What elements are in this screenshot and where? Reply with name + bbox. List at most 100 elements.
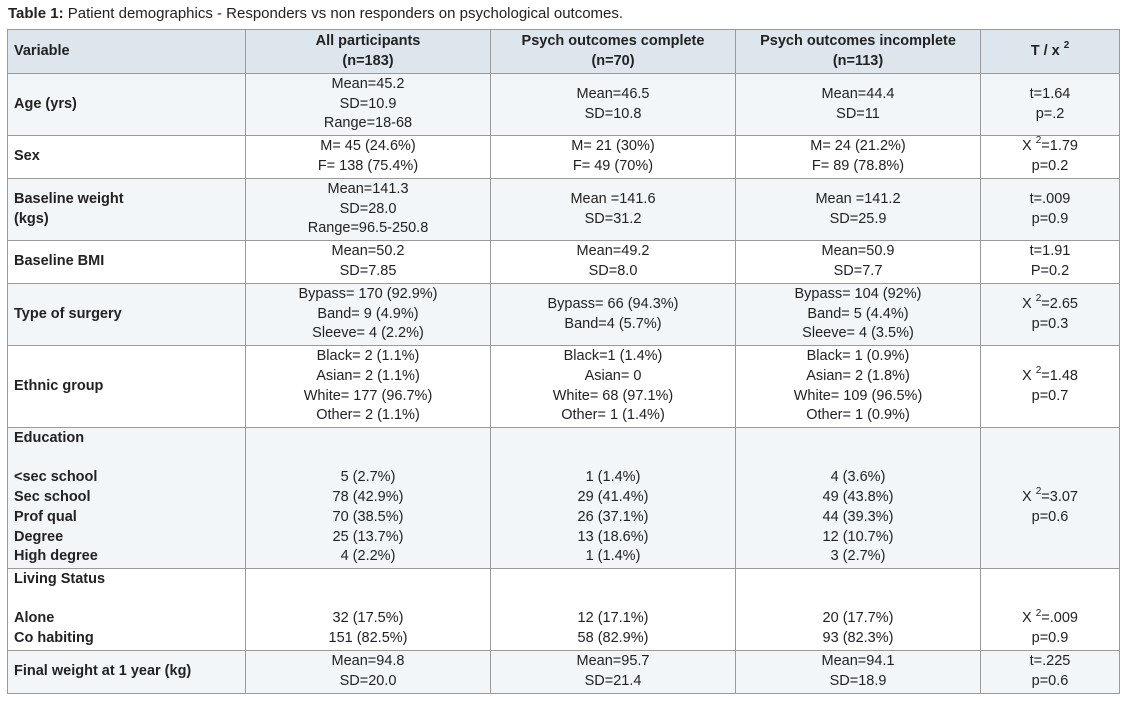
cell-line: Mean=95.7 — [576, 653, 650, 670]
cell-line: p=0.2 — [1031, 158, 1069, 174]
header-psych-complete: Psych outcomes complete (n=70) — [490, 29, 736, 74]
cell-line — [987, 429, 1113, 449]
cell-line: p=0.9 — [1031, 630, 1069, 647]
cell-line: Mean=44.4 — [821, 85, 895, 102]
cell-line: Bypass= 66 (94.3%) — [547, 295, 679, 312]
table-row: Baseline weight (kgs) Mean=141.3 SD=28.0 Ran… — [7, 178, 1120, 241]
cell-line: Asian= 2 (1.8%) — [806, 367, 910, 384]
cell-psych-complete: Mean=46.5 SD=10.8 — [490, 73, 736, 136]
cell-line — [987, 590, 1113, 610]
cell-psych-incomplete: Mean=44.4 SD=11 — [735, 73, 981, 136]
table-body: Age (yrs) Mean=45.2 SD=10.9 Range=18-68 Mean… — [7, 73, 1120, 694]
header-line: Psych outcomes incomplete — [760, 32, 956, 49]
cell-line: p=0.6 — [1031, 508, 1069, 525]
cell-line: 58 (82.9%) — [577, 630, 649, 647]
cell-psych-complete: Mean =141.6 SD=31.2 — [490, 178, 736, 241]
cell-psych-incomplete: 20 (17.7%) 93 (82.3%) — [735, 568, 981, 651]
cell-line — [742, 590, 974, 610]
cell-line — [742, 570, 974, 590]
table-row: Baseline BMI Mean=50.2 SD=7.85 Mean=49.2 SD=… — [7, 240, 1120, 284]
header-variable: Variable — [7, 29, 246, 74]
cell-line: p=0.7 — [1031, 387, 1069, 404]
cell-line: SD=7.85 — [339, 263, 397, 279]
cell-line: 49 (43.8%) — [822, 489, 894, 506]
cell-psych-incomplete: Mean=94.1 SD=18.9 — [735, 650, 981, 694]
cell-line: F= 49 (70%) — [572, 158, 654, 174]
cell-line — [742, 429, 974, 449]
cell-line: SD=25.9 — [829, 210, 887, 227]
cell-line — [252, 449, 484, 469]
cell-line: Final weight at 1 year (kg) — [14, 663, 192, 680]
cell-line — [987, 449, 1113, 469]
cell-line: SD=7.7 — [833, 263, 883, 279]
cell-line: p=0.6 — [1031, 673, 1069, 689]
cell-line: SD=21.4 — [584, 673, 642, 689]
cell-line: White= 68 (97.1%) — [552, 387, 674, 404]
cell-line: t=1.91 — [1029, 243, 1071, 260]
caption-label: Table 1: — [8, 5, 64, 22]
cell-line: X 2=1.79 — [1022, 135, 1078, 155]
cell-line: M= 21 (30%) — [571, 138, 655, 155]
cell-line: t=1.64 — [1029, 85, 1071, 102]
cell-line: Range=18-68 — [323, 115, 413, 132]
cell-psych-incomplete: Mean =141.2 SD=25.9 — [735, 178, 981, 241]
cell-psych-complete: Bypass= 66 (94.3%) Band=4 (5.7%) — [490, 283, 736, 346]
cell-variable: Living Status Alone Co habiting — [7, 568, 246, 651]
header-line: Psych outcomes complete — [521, 32, 705, 49]
cell-line: p=.2 — [1035, 105, 1065, 122]
cell-line: 44 (39.3%) — [822, 508, 894, 525]
cell-line — [14, 590, 239, 610]
cell-line: Alone — [14, 610, 55, 627]
cell-line: X 2=1.48 — [1022, 364, 1078, 384]
cell-line: SD=10.9 — [339, 95, 397, 112]
cell-psych-complete: Mean=95.7 SD=21.4 — [490, 650, 736, 694]
cell-line: P=0.2 — [1030, 263, 1070, 279]
cell-line: 3 (2.7%) — [830, 548, 886, 565]
cell-psych-complete: M= 21 (30%) F= 49 (70%) — [490, 135, 736, 179]
cell-psych-complete: 12 (17.1%) 58 (82.9%) — [490, 568, 736, 651]
cell-variable: Final weight at 1 year (kg) — [7, 650, 246, 694]
cell-line: X 2=3.07 — [1022, 486, 1078, 506]
cell-all-participants: Mean=141.3 SD=28.0 Range=96.5-250.8 — [245, 178, 491, 241]
cell-line: Other= 1 (1.4%) — [561, 407, 665, 424]
cell-line: F= 138 (75.4%) — [317, 158, 419, 174]
cell-test-statistic: t=1.64 p=.2 — [980, 73, 1120, 136]
table-row: Age (yrs) Mean=45.2 SD=10.9 Range=18-68 Mean… — [7, 73, 1120, 136]
header-row: Variable All participants (n=183) Psych … — [7, 29, 1120, 74]
cell-line: Band= 9 (4.9%) — [317, 305, 419, 322]
cell-line: Mean=50.2 — [331, 243, 405, 260]
cell-test-statistic: t=.009 p=0.9 — [980, 178, 1120, 241]
cell-line: Mean=46.5 — [576, 85, 650, 102]
cell-line — [987, 528, 1113, 548]
cell-line — [987, 547, 1113, 567]
cell-line: Education — [14, 430, 85, 447]
cell-psych-complete: Mean=49.2 SD=8.0 — [490, 240, 736, 284]
cell-line: 1 (1.4%) — [585, 469, 641, 486]
header-line: (n=183) — [342, 52, 394, 69]
cell-psych-incomplete: 4 (3.6%) 49 (43.8%) 44 (39.3%) 12 (10.7%) 3 … — [735, 427, 981, 569]
cell-line: Sleeve= 4 (2.2%) — [312, 325, 424, 342]
cell-line: Black= 1 (0.9%) — [806, 348, 910, 365]
cell-test-statistic: X 2=1.48 p=0.7 — [980, 345, 1120, 428]
table-row: Final weight at 1 year (kg) Mean=94.8 SD=2… — [7, 650, 1120, 694]
cell-all-participants: M= 45 (24.6%) F= 138 (75.4%) — [245, 135, 491, 179]
cell-psych-complete: 1 (1.4%) 29 (41.4%) 26 (37.1%) 13 (18.6%) 1 … — [490, 427, 736, 569]
cell-line: SD=11 — [836, 105, 880, 122]
cell-line: Co habiting — [14, 630, 94, 647]
cell-line — [252, 590, 484, 610]
cell-psych-complete: Black=1 (1.4%) Asian= 0 White= 68 (97.1%) O… — [490, 345, 736, 428]
cell-line: Mean=94.8 — [331, 653, 405, 670]
cell-line: M= 45 (24.6%) — [320, 138, 416, 155]
cell-line: 5 (2.7%) — [340, 469, 396, 486]
cell-variable: Baseline BMI — [7, 240, 246, 284]
cell-psych-incomplete: Mean=50.9 SD=7.7 — [735, 240, 981, 284]
cell-line: Mean=94.1 — [821, 653, 895, 670]
cell-line: SD=28.0 — [339, 200, 397, 217]
cell-line: Band=4 (5.7%) — [564, 315, 662, 332]
cell-line: Baseline weight — [14, 190, 124, 207]
cell-line: High degree — [14, 548, 98, 565]
cell-test-statistic: t=1.91 P=0.2 — [980, 240, 1120, 284]
table-row: Type of surgery Bypass= 170 (92.9%) Band= … — [7, 283, 1120, 346]
cell-line: 13 (18.6%) — [577, 528, 649, 545]
header-test-statistic: T / x 2 — [980, 29, 1120, 74]
